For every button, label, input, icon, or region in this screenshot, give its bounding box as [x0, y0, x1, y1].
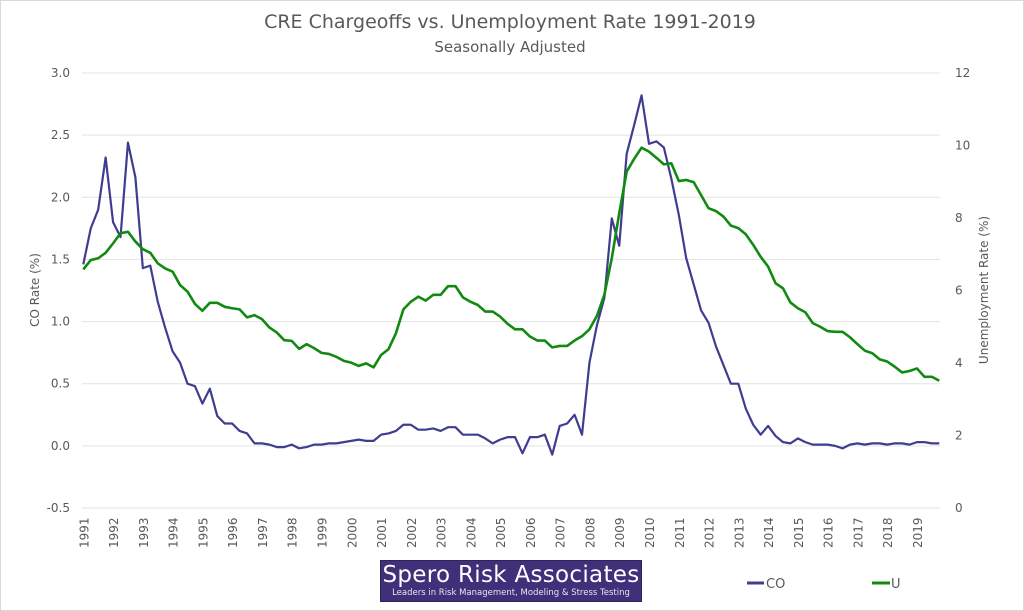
x-tick-label: 2016 — [822, 517, 836, 548]
series-line-u — [82, 146, 940, 382]
y2-tick-label: 4 — [955, 356, 963, 370]
y-tick-label: 0.0 — [51, 439, 70, 453]
logo-tagline: Leaders in Risk Management, Modeling & S… — [392, 588, 630, 598]
x-tick-label: 2001 — [375, 517, 389, 548]
y-tick-label: -0.5 — [47, 501, 70, 515]
y-tick-label: 0.5 — [51, 377, 70, 391]
x-tick-label: 2018 — [881, 517, 895, 548]
series-lines — [82, 94, 940, 456]
x-tick-label: 1998 — [286, 517, 300, 548]
y2-tick-label: 0 — [955, 501, 963, 515]
y-axis-right: 0 2 4 6 8 10 12 — [955, 66, 970, 515]
x-tick-label: 2007 — [554, 517, 568, 548]
legend-label-u: U — [891, 577, 901, 592]
x-tick-label: 2005 — [494, 517, 508, 548]
y-tick-label: 2.5 — [51, 128, 70, 142]
x-tick-label: 2008 — [583, 517, 597, 548]
x-tick-label: 1993 — [137, 517, 151, 548]
x-tick-label: 2019 — [911, 517, 925, 548]
y-axis-title: CO Rate (%) — [28, 253, 42, 327]
y-tick-label: 1.0 — [51, 315, 70, 329]
x-tick-label: 2010 — [643, 517, 657, 548]
y-axis-left: -0.5 0.0 0.5 1.0 1.5 2.0 2.5 3.0 — [47, 66, 70, 515]
y2-tick-label: 2 — [955, 429, 963, 443]
x-tick-label: 2009 — [613, 517, 627, 548]
x-tick-label: 1991 — [77, 517, 91, 548]
y2-tick-label: 12 — [955, 66, 970, 80]
x-axis: 1991 1992 1993 1994 1995 1996 1997 1998 1999 2000… — [77, 517, 925, 548]
series-line-co — [82, 94, 940, 456]
x-tick-label: 2003 — [435, 517, 449, 548]
x-tick-label: 1992 — [107, 517, 121, 548]
legend: CO U — [747, 577, 901, 592]
y2-tick-label: 8 — [955, 211, 963, 225]
x-tick-label: 1995 — [196, 517, 210, 548]
y-tick-label: 1.5 — [51, 252, 70, 266]
x-tick-label: 2011 — [673, 517, 687, 548]
x-tick-label: 1999 — [315, 517, 329, 548]
chart-title: CRE Chargeoffs vs. Unemployment Rate 199… — [264, 11, 756, 33]
x-tick-label: 2015 — [792, 517, 806, 548]
x-tick-label: 2006 — [524, 517, 538, 548]
y2-tick-label: 10 — [955, 139, 970, 153]
x-tick-label: 1994 — [167, 517, 181, 548]
x-tick-label: 2012 — [703, 517, 717, 548]
chart-subtitle: Seasonally Adjusted — [434, 38, 585, 56]
y2-axis-title: Unemployment Rate (%) — [977, 216, 991, 364]
x-tick-label: 2004 — [464, 517, 478, 548]
x-tick-label: 1996 — [226, 517, 240, 548]
x-tick-label: 2002 — [405, 517, 419, 548]
y-tick-label: 2.0 — [51, 190, 70, 204]
company-logo: Spero Risk Associates Leaders in Risk Ma… — [380, 560, 642, 602]
x-tick-label: 2014 — [762, 517, 776, 548]
x-tick-label: 2013 — [732, 517, 746, 548]
y2-tick-label: 6 — [955, 284, 963, 298]
x-tick-label: 2017 — [851, 517, 865, 548]
legend-label-co: CO — [766, 577, 785, 592]
logo-name: Spero Risk Associates — [382, 562, 640, 588]
x-tick-label: 2000 — [345, 517, 359, 548]
y-tick-label: 3.0 — [51, 66, 70, 80]
x-tick-label: 1997 — [256, 517, 270, 548]
gridlines — [82, 72, 940, 509]
